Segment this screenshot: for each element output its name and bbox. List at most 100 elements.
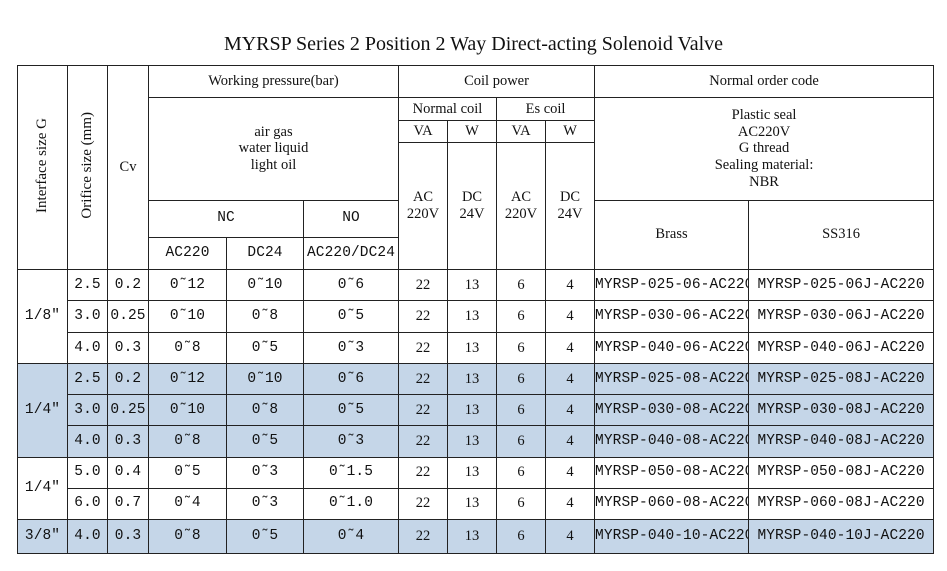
normal-va-cell: 22 xyxy=(399,426,448,457)
es-va-cell: 6 xyxy=(497,457,546,488)
interface-size-cell: 1/4″ xyxy=(18,457,68,519)
es-w-cell: 4 xyxy=(546,269,595,300)
es-va-cell: 6 xyxy=(497,395,546,426)
interface-size-cell: 3/8″ xyxy=(18,519,68,553)
no-range-cell: 0˜6 xyxy=(304,364,399,395)
interface-size-header: Interface size G xyxy=(18,66,68,270)
es-w-cell: 4 xyxy=(546,364,595,395)
normal-va-cell: 22 xyxy=(399,457,448,488)
es-coil-header: Es coil xyxy=(497,98,595,121)
nc-ac-range-cell: 0˜12 xyxy=(149,364,227,395)
normal-va-cell: 22 xyxy=(399,269,448,300)
es-w-cell: 4 xyxy=(546,395,595,426)
cv-header: Cv xyxy=(108,66,149,270)
nc-dc-range-cell: 0˜8 xyxy=(227,395,304,426)
cv-cell: 0.3 xyxy=(108,519,149,553)
nc-ac220-header: AC220 xyxy=(149,237,227,269)
normal-coil-header: Normal coil xyxy=(399,98,497,121)
normal-va-cell: 22 xyxy=(399,488,448,519)
order-note-seal: Plastic seal xyxy=(595,107,933,124)
orifice-cell: 2.5 xyxy=(68,364,108,395)
ss316-code-cell: MYRSP-025-08J-AC220 xyxy=(749,364,934,395)
ss316-header: SS316 xyxy=(749,200,934,269)
brass-code-cell: MYRSP-040-10-AC220 xyxy=(595,519,749,553)
media-air-gas: air gas xyxy=(149,124,398,141)
normal-va-header: VA xyxy=(399,121,448,143)
orifice-cell: 3.0 xyxy=(68,395,108,426)
cv-cell: 0.25 xyxy=(108,395,149,426)
interface-size-cell: 1/8″ xyxy=(18,269,68,363)
normal-w-cell: 13 xyxy=(448,457,497,488)
normal-w-cell: 13 xyxy=(448,488,497,519)
ss316-code-cell: MYRSP-040-06J-AC220 xyxy=(749,333,934,364)
normal-w-header: W xyxy=(448,121,497,143)
table-row: 6.0 0.7 0˜4 0˜3 0˜1.0 22 13 6 4 MYRSP-060-08-AC22… xyxy=(18,488,934,519)
es-va-header: VA xyxy=(497,121,546,143)
nc-ac-range-cell: 0˜4 xyxy=(149,488,227,519)
brass-code-cell: MYRSP-030-08-AC220 xyxy=(595,395,749,426)
nc-ac-range-cell: 0˜8 xyxy=(149,333,227,364)
es-w-cell: 4 xyxy=(546,300,595,332)
brass-code-cell: MYRSP-060-08-AC220 xyxy=(595,488,749,519)
cv-cell: 0.2 xyxy=(108,269,149,300)
normal-va-cell: 22 xyxy=(399,300,448,332)
nc-ac-range-cell: 0˜10 xyxy=(149,300,227,332)
nc-ac-range-cell: 0˜8 xyxy=(149,519,227,553)
es-w-header: W xyxy=(546,121,595,143)
nc-dc-range-cell: 0˜5 xyxy=(227,519,304,553)
nc-dc-range-cell: 0˜5 xyxy=(227,333,304,364)
es-va-cell: 6 xyxy=(497,519,546,553)
orifice-cell: 2.5 xyxy=(68,269,108,300)
table-row: 1/4″ 2.5 0.2 0˜12 0˜10 0˜6 22 13 6 4 MYRSP-025-08-… xyxy=(18,364,934,395)
nc-dc-range-cell: 0˜3 xyxy=(227,488,304,519)
normal-ac-voltage: AC 220V xyxy=(399,143,448,270)
es-va-cell: 6 xyxy=(497,488,546,519)
interface-size-cell: 1/4″ xyxy=(18,364,68,457)
brass-code-cell: MYRSP-025-08-AC220 xyxy=(595,364,749,395)
es-va-cell: 6 xyxy=(497,269,546,300)
orifice-size-header: Orifice size (mm) xyxy=(68,66,108,270)
nc-dc-range-cell: 0˜8 xyxy=(227,300,304,332)
no-range-cell: 0˜3 xyxy=(304,426,399,457)
order-notes-cell: Plastic seal AC220V G thread Sealing mat… xyxy=(595,98,934,200)
es-ac-voltage: AC 220V xyxy=(497,143,546,270)
normal-w-cell: 13 xyxy=(448,426,497,457)
normal-w-cell: 13 xyxy=(448,395,497,426)
brass-header: Brass xyxy=(595,200,749,269)
ss316-code-cell: MYRSP-030-08J-AC220 xyxy=(749,395,934,426)
table-row: 3.0 0.25 0˜10 0˜8 0˜5 22 13 6 4 MYRSP-030-08-AC22… xyxy=(18,395,934,426)
normal-va-cell: 22 xyxy=(399,364,448,395)
no-range-cell: 0˜5 xyxy=(304,395,399,426)
normal-order-code-header: Normal order code xyxy=(595,66,934,98)
normal-w-cell: 13 xyxy=(448,519,497,553)
es-va-cell: 6 xyxy=(497,426,546,457)
orifice-cell: 3.0 xyxy=(68,300,108,332)
working-pressure-header: Working pressure(bar) xyxy=(149,66,399,98)
cv-cell: 0.3 xyxy=(108,333,149,364)
no-range-cell: 0˜6 xyxy=(304,269,399,300)
nc-header: NC xyxy=(149,200,304,237)
nc-dc-range-cell: 0˜3 xyxy=(227,457,304,488)
order-note-nbr: NBR xyxy=(595,174,933,191)
normal-w-cell: 13 xyxy=(448,364,497,395)
brass-code-cell: MYRSP-025-06-AC220 xyxy=(595,269,749,300)
order-note-voltage: AC220V xyxy=(595,124,933,141)
es-va-cell: 6 xyxy=(497,333,546,364)
nc-dc-range-cell: 0˜10 xyxy=(227,269,304,300)
es-dc-voltage: DC 24V xyxy=(546,143,595,270)
orifice-cell: 5.0 xyxy=(68,457,108,488)
brass-code-cell: MYRSP-050-08-AC220 xyxy=(595,457,749,488)
no-range-cell: 0˜1.0 xyxy=(304,488,399,519)
nc-dc24-header: DC24 xyxy=(227,237,304,269)
no-header: NO xyxy=(304,200,399,237)
es-w-cell: 4 xyxy=(546,488,595,519)
no-range-cell: 0˜1.5 xyxy=(304,457,399,488)
table-row: 1/8″ 2.5 0.2 0˜12 0˜10 0˜6 22 13 6 4 MYRSP-025-06-… xyxy=(18,269,934,300)
order-note-sealing-label: Sealing material: xyxy=(595,157,933,174)
table-row: 3.0 0.25 0˜10 0˜8 0˜5 22 13 6 4 MYRSP-030-06-AC22… xyxy=(18,300,934,332)
orifice-cell: 4.0 xyxy=(68,519,108,553)
table-row: 1/4″ 5.0 0.4 0˜5 0˜3 0˜1.5 22 13 6 4 MYRSP-050-08-… xyxy=(18,457,934,488)
ss316-code-cell: MYRSP-050-08J-AC220 xyxy=(749,457,934,488)
ss316-code-cell: MYRSP-025-06J-AC220 xyxy=(749,269,934,300)
nc-ac-range-cell: 0˜5 xyxy=(149,457,227,488)
